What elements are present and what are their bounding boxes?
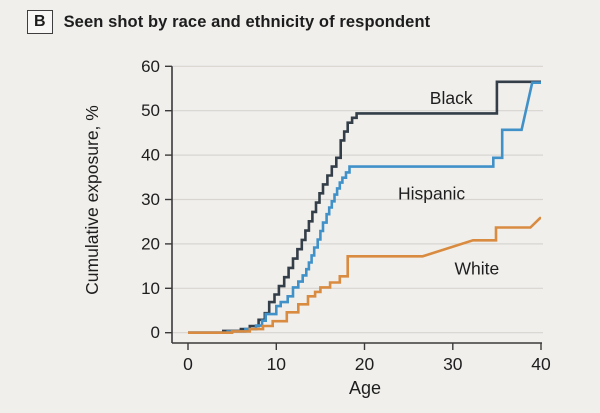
x-tick-label-10: 10 (267, 354, 287, 374)
series-line-black (188, 80, 541, 334)
x-tick-label-20: 20 (355, 354, 375, 374)
y-tick-label-10: 10 (141, 279, 160, 298)
x-tick-label-30: 30 (443, 354, 463, 374)
y-tick-label-60: 60 (141, 57, 160, 76)
panel-title-bar: B Seen shot by race and ethnicity of res… (27, 10, 430, 34)
y-tick-label-50: 50 (141, 101, 160, 120)
x-tick-label-0: 0 (183, 354, 193, 374)
panel-title: Seen shot by race and ethnicity of respo… (63, 12, 431, 31)
y-tick-label-20: 20 (141, 234, 160, 253)
series-label-hispanic: Hispanic (398, 184, 465, 204)
panel-letter-badge: B (27, 10, 53, 34)
x-tick-label-40: 40 (531, 354, 551, 374)
series-label-black: Black (430, 88, 473, 108)
y-axis-title: Cumulative exposure, % (82, 105, 102, 295)
series-line-hispanic (188, 81, 541, 334)
y-tick-label-0: 0 (151, 323, 160, 342)
series-line-white (188, 216, 542, 334)
x-axis-title: Age (349, 378, 381, 398)
y-tick-label-30: 30 (141, 190, 160, 209)
y-tick-label-40: 40 (141, 146, 160, 165)
series-label-white: White (455, 259, 500, 279)
